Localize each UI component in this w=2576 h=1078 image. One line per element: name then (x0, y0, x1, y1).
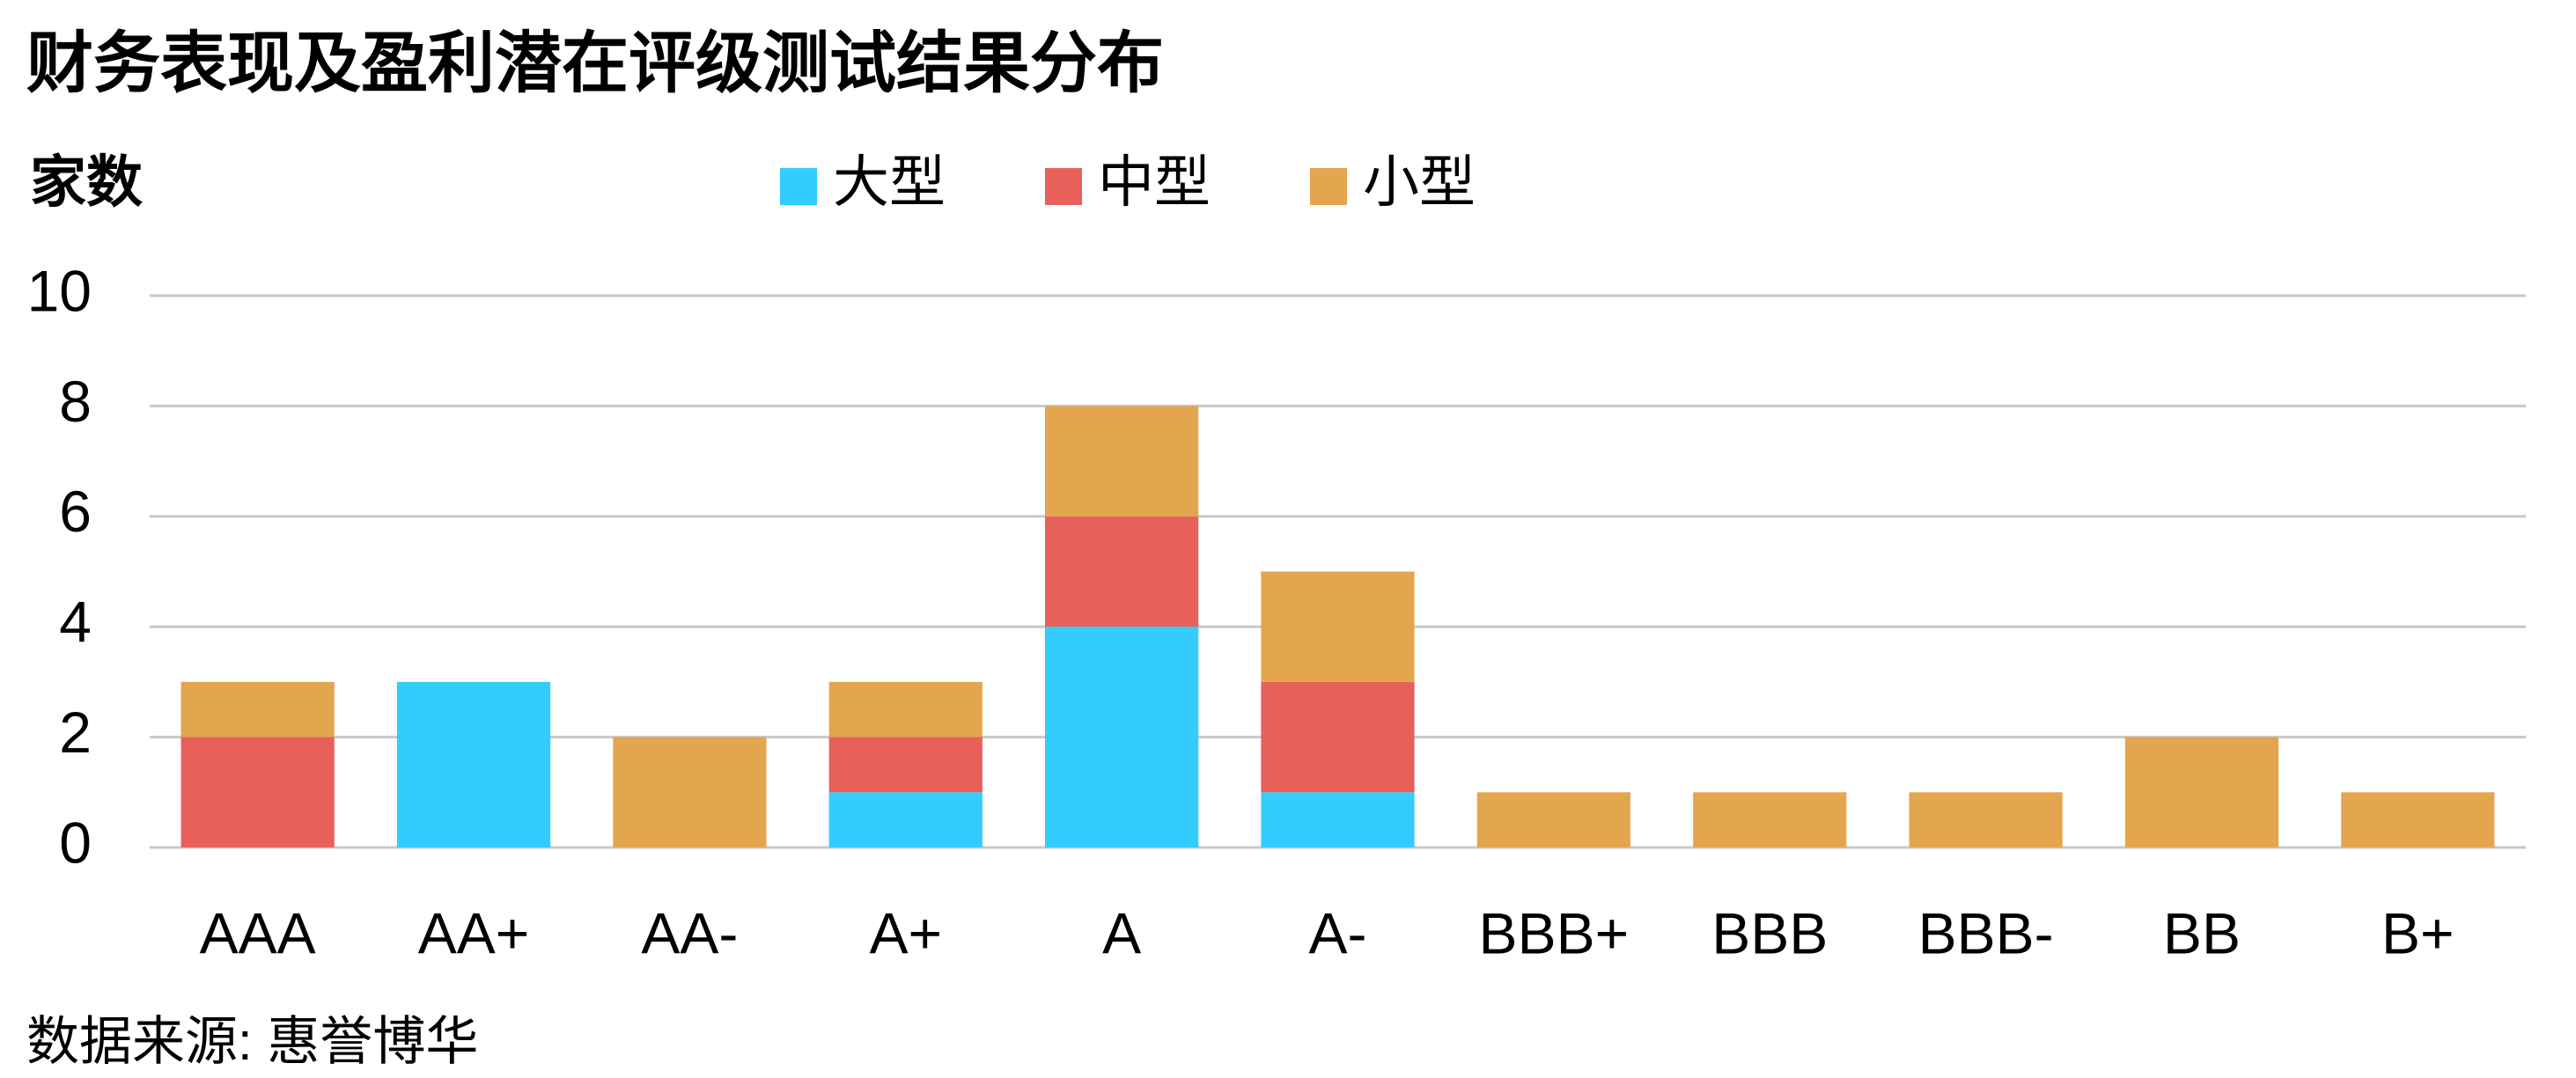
x-tick-label: BBB- (1918, 900, 2054, 965)
legend-swatch (780, 168, 817, 205)
source-note: 数据来源: 惠誉博华 (26, 1012, 478, 1071)
chart-title: 财务表现及盈利潜在评级测试结果分布 (26, 26, 1164, 101)
bar-segment (1045, 627, 1199, 847)
legend-swatch (1045, 168, 1082, 205)
bar-segment (2341, 792, 2495, 847)
bar-segment (828, 737, 983, 793)
bar-segment (1261, 681, 1415, 793)
legend-label: 中型 (1098, 150, 1211, 214)
x-tick-label: B+ (2381, 900, 2455, 965)
legend-label: 大型 (833, 150, 946, 214)
bar-segment (1693, 792, 1847, 847)
y-tick-label: 10 (27, 258, 92, 323)
bar-segment (1476, 792, 1630, 847)
bar-segment (1045, 516, 1199, 627)
legend-swatch (1310, 168, 1347, 205)
y-tick-label: 6 (59, 479, 92, 544)
x-tick-label: A- (1309, 900, 1367, 965)
bar-segment (396, 681, 551, 847)
bar-segment (180, 681, 335, 737)
x-tick-label: A (1102, 900, 1141, 965)
y-tick-label: 8 (59, 369, 92, 434)
bar-segment (1261, 571, 1415, 682)
x-tick-label: A+ (869, 900, 942, 965)
x-tick-label: BBB (1711, 900, 1828, 965)
bar-segment (1045, 406, 1199, 517)
legend-label: 小型 (1363, 150, 1476, 214)
y-tick-label: 0 (59, 810, 92, 875)
bar-segment (180, 737, 335, 847)
bar-segment (613, 737, 767, 847)
x-tick-label: BB (2163, 900, 2241, 965)
x-tick-label: BBB+ (1479, 900, 1630, 965)
x-tick-label: AA+ (418, 900, 530, 965)
bar-segment (828, 681, 983, 737)
bar-segment (1261, 792, 1415, 847)
x-tick-label: AA- (641, 900, 738, 965)
y-tick-label: 2 (59, 700, 92, 765)
x-tick-label: AAA (200, 900, 316, 965)
y-tick-label: 4 (59, 590, 92, 655)
y-axis-label: 家数 (30, 150, 143, 214)
bar-segment (2124, 737, 2279, 847)
bar-segment (828, 792, 983, 847)
bar-segment (1909, 792, 2063, 847)
